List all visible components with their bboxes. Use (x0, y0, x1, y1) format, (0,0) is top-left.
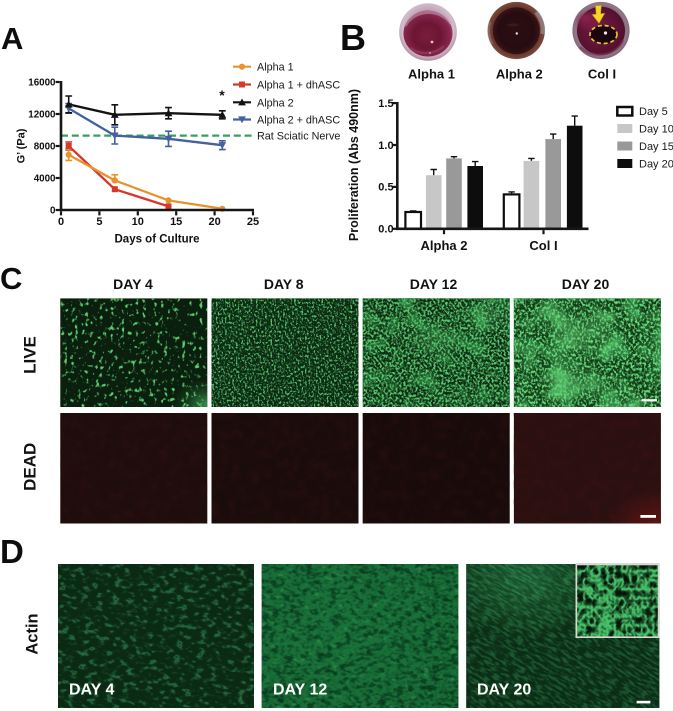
svg-text:DEAD: DEAD (21, 443, 40, 491)
svg-text:DAY 12: DAY 12 (410, 276, 458, 292)
svg-text:Alpha 1: Alpha 1 (408, 67, 455, 82)
svg-text:Col I: Col I (529, 238, 557, 253)
svg-text:Day 20: Day 20 (639, 159, 673, 171)
svg-text:0.5: 0.5 (378, 182, 393, 194)
svg-text:0: 0 (50, 205, 56, 216)
svg-text:25: 25 (247, 216, 259, 228)
svg-text:10: 10 (132, 216, 144, 228)
svg-text:8000: 8000 (34, 141, 56, 152)
svg-text:Day 15: Day 15 (639, 141, 673, 153)
svg-text:DAY 20: DAY 20 (477, 682, 531, 699)
svg-text:Day 5: Day 5 (639, 106, 668, 118)
svg-text:Alpha 2: Alpha 2 (496, 67, 543, 82)
svg-text:Col I: Col I (588, 67, 616, 82)
svg-text:Day 10: Day 10 (639, 124, 673, 136)
svg-text:DAY 4: DAY 4 (113, 276, 153, 292)
svg-text:DAY 12: DAY 12 (273, 682, 327, 699)
svg-text:Alpha 2: Alpha 2 (421, 238, 468, 253)
svg-text:Days of Culture: Days of Culture (115, 234, 200, 246)
svg-text:0.0: 0.0 (378, 224, 393, 236)
svg-text:0: 0 (58, 216, 64, 228)
svg-text:Actin: Actin (24, 613, 42, 654)
svg-text:DAY 4: DAY 4 (69, 682, 114, 699)
svg-text:20: 20 (208, 216, 220, 228)
svg-text:G’ (Pa): G’ (Pa) (16, 128, 28, 163)
svg-text:Proliferation (Abs 490nm): Proliferation (Abs 490nm) (347, 89, 361, 241)
svg-text:15: 15 (170, 216, 182, 228)
svg-text:Rat Sciatic Nerve: Rat Sciatic Nerve (257, 130, 340, 142)
svg-text:Alpha 2: Alpha 2 (257, 97, 294, 109)
svg-text:1.5: 1.5 (378, 98, 393, 110)
svg-text:DAY 8: DAY 8 (264, 276, 304, 292)
svg-text:4000: 4000 (34, 173, 56, 184)
svg-text:Alpha 1: Alpha 1 (257, 62, 294, 74)
svg-text:LIVE: LIVE (21, 336, 40, 374)
svg-text:DAY 20: DAY 20 (562, 276, 610, 292)
svg-text:5: 5 (96, 216, 102, 228)
svg-text:Alpha 2 + dhASC: Alpha 2 + dhASC (257, 115, 340, 127)
svg-text:16000: 16000 (28, 77, 56, 88)
svg-text:Alpha 1 + dhASC: Alpha 1 + dhASC (257, 80, 340, 92)
svg-text:12000: 12000 (28, 109, 56, 120)
svg-text:1.0: 1.0 (378, 140, 393, 152)
svg-text:*: * (219, 87, 225, 103)
